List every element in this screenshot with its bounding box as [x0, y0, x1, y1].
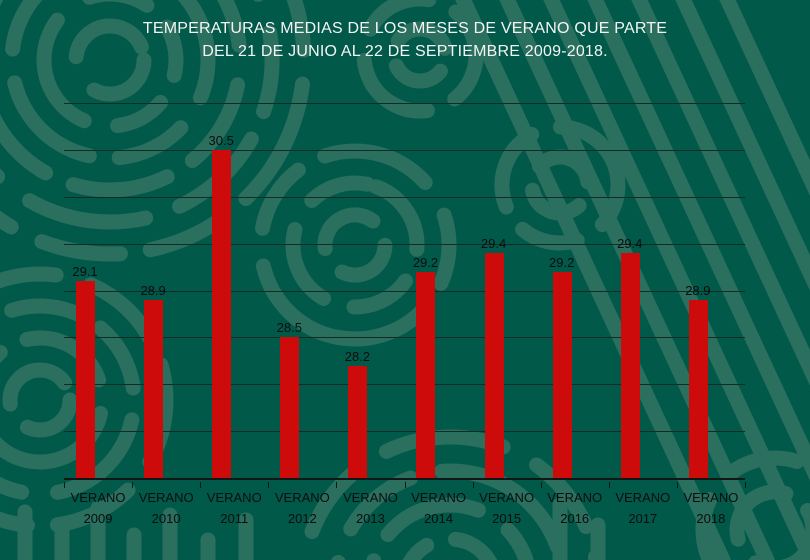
bar-verano-2010 [144, 299, 164, 478]
x-axis-label-line-1: VERANO [479, 490, 535, 505]
gridlines [64, 103, 745, 478]
x-axis-tick [745, 482, 746, 488]
x-axis-label-line-1: VERANO [206, 490, 262, 505]
bar-column: 29.4 VERANO 2015 [473, 103, 541, 526]
chart-title: TEMPERATURAS MEDIAS DE LOS MESES DE VERA… [0, 17, 810, 63]
x-axis-tick [404, 482, 406, 488]
bar-value-label: 28.5 [276, 320, 302, 336]
bar-verano-2009 [76, 281, 95, 478]
bar-column: 29.2 VERANO 2016 [541, 103, 609, 526]
x-axis-tick [336, 482, 338, 488]
x-axis-label: VERANO 2011 [194, 487, 274, 529]
chart-title-line-1: TEMPERATURAS MEDIAS DE LOS MESES DE VERA… [142, 20, 668, 37]
bar-value-label: 29.2 [549, 254, 575, 270]
gridline [64, 103, 745, 104]
x-axis-label: VERANO 2009 [58, 487, 138, 529]
x-axis-label-line-2: 2015 [492, 511, 522, 526]
x-axis-label-line-2: 2012 [287, 511, 317, 526]
bar-column: 29.4 VERANO 2017 [609, 103, 677, 526]
x-axis-label: VERANO 2012 [262, 487, 342, 529]
x-axis-tick [608, 482, 610, 488]
plot-area: 29.1 VERANO 2009 28.9 VERANO 2010 30.5 VERANO 20… [64, 103, 746, 527]
bar-verano-2014 [416, 271, 436, 478]
x-axis-label: VERANO 2015 [467, 487, 547, 529]
bar-column: 29.1 VERANO 2009 [64, 103, 132, 526]
gridline [64, 431, 745, 433]
x-axis-label-line-1: VERANO [411, 490, 466, 505]
x-axis-label-line-1: VERANO [274, 490, 330, 505]
bar-value-label: 30.5 [208, 132, 234, 148]
bar-verano-2015 [484, 253, 504, 478]
bar-value-label: 28.9 [685, 282, 711, 298]
bar-verano-2012 [280, 337, 300, 478]
bars-container: 29.1 VERANO 2009 28.9 VERANO 2010 30.5 VERANO 20… [64, 103, 745, 527]
bar-value-label: 28.2 [344, 348, 371, 364]
bar-column: 28.9 VERANO 2010 [132, 103, 200, 526]
x-axis-label-line-1: VERANO [547, 490, 603, 505]
bar-value-label: 29.4 [480, 236, 507, 251]
bar-verano-2017 [620, 253, 640, 478]
bar-value-label: 29.1 [72, 264, 98, 280]
bar-column: 28.2 VERANO 2013 [336, 103, 404, 527]
x-axis-tick [268, 482, 270, 488]
x-axis-tick [472, 482, 474, 488]
bar-verano-2013 [348, 365, 368, 478]
x-axis-tick [64, 482, 65, 488]
bar-verano-2011 [212, 149, 232, 478]
gridline [64, 337, 745, 339]
bar-column: 28.5 VERANO 2012 [268, 103, 336, 526]
bar-column: 29.2 VERANO 2014 [404, 103, 472, 526]
x-axis-label-line-2: 2018 [696, 511, 726, 526]
x-axis-label-line-2: 2016 [560, 511, 590, 526]
x-axis-tick [676, 482, 678, 488]
x-axis-label: VERANO 2014 [398, 487, 478, 529]
chart-title-line-2: DEL 21 DE JUNIO AL 22 DE SEPTIEMBRE 2009… [202, 43, 608, 60]
bar-verano-2016 [552, 271, 572, 478]
bar-column: 28.9 VERANO 2018 [677, 103, 745, 526]
x-axis-label-line-2: 2009 [83, 511, 113, 526]
x-axis-label: VERANO 2010 [126, 487, 206, 529]
gridline [64, 290, 745, 292]
gridline [64, 243, 745, 245]
bar-value-label: 29.2 [412, 254, 439, 270]
bar-value-label: 28.9 [140, 282, 166, 298]
x-axis-label: VERANO 2013 [330, 487, 410, 529]
x-axis-label: VERANO 2018 [671, 487, 751, 529]
x-axis-label: VERANO 2016 [535, 487, 615, 529]
x-axis-tick [200, 482, 202, 488]
gridline [64, 196, 745, 198]
x-axis-label: VERANO 2017 [603, 487, 683, 529]
x-axis-label-line-2: 2013 [355, 511, 385, 526]
x-axis-label-line-2: 2011 [220, 511, 249, 526]
x-axis-label-line-2: 2010 [151, 511, 181, 526]
x-axis-label-line-1: VERANO [342, 490, 398, 505]
x-axis-label-line-1: VERANO [138, 490, 194, 505]
bar-column: 30.5 VERANO 2011 [200, 103, 268, 526]
x-axis-label-line-2: 2017 [628, 511, 658, 526]
gridline [64, 384, 745, 386]
x-axis-tick [540, 482, 542, 488]
x-axis-tick [132, 482, 134, 488]
x-axis-label-line-2: 2014 [424, 511, 453, 526]
gridline [64, 149, 745, 151]
x-axis-label-line-1: VERANO [70, 490, 126, 505]
x-axis-label-line-1: VERANO [683, 490, 739, 505]
bar-verano-2018 [688, 299, 708, 478]
x-axis-label-line-1: VERANO [615, 490, 671, 505]
bar-value-label: 29.4 [617, 236, 643, 251]
